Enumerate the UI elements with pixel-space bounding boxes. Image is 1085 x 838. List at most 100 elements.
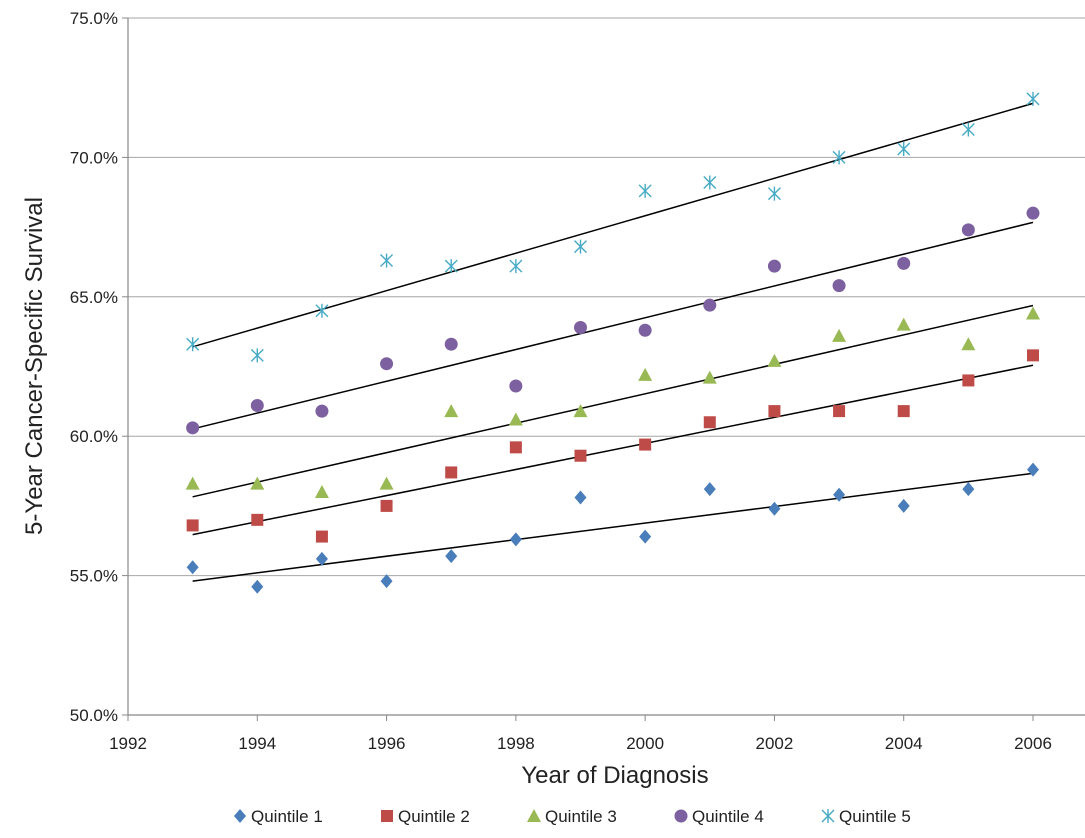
point-quintile-4 xyxy=(574,320,587,334)
point-quintile-4 xyxy=(1026,206,1040,220)
point-quintile-4 xyxy=(444,337,458,351)
legend-label: Quintile 2 xyxy=(398,807,470,826)
point-quintile-1 xyxy=(574,490,587,505)
point-quintile-1 xyxy=(768,501,781,516)
x-tick-label: 2000 xyxy=(626,734,664,753)
point-quintile-4 xyxy=(315,404,329,418)
point-quintile-5 xyxy=(380,253,394,268)
point-quintile-3 xyxy=(961,337,976,351)
legend-label: Quintile 1 xyxy=(251,807,323,826)
trendline-quintile-3 xyxy=(192,304,1034,498)
point-quintile-1 xyxy=(186,560,199,575)
point-quintile-2 xyxy=(251,513,264,526)
point-quintile-2 xyxy=(639,438,652,451)
point-quintile-5 xyxy=(638,183,652,198)
point-quintile-2 xyxy=(833,405,846,418)
legend-marker xyxy=(527,809,541,822)
legend-item-quintile-5: Quintile 5 xyxy=(821,807,911,826)
point-quintile-4 xyxy=(509,379,523,393)
point-quintile-1 xyxy=(251,579,264,594)
point-quintile-4 xyxy=(897,256,911,270)
point-quintile-1 xyxy=(445,549,458,564)
point-quintile-5 xyxy=(444,259,458,274)
point-quintile-2 xyxy=(509,441,522,454)
x-tick-label: 2002 xyxy=(756,734,794,753)
y-tick-label: 60.0% xyxy=(70,427,118,446)
point-quintile-1 xyxy=(509,532,522,547)
point-quintile-2 xyxy=(962,374,975,387)
legend-marker xyxy=(821,809,835,823)
trendline-quintile-2 xyxy=(192,364,1034,536)
legend-item-quintile-3: Quintile 3 xyxy=(527,807,617,826)
legend-label: Quintile 5 xyxy=(839,807,911,826)
point-quintile-3 xyxy=(185,476,200,490)
point-quintile-2 xyxy=(768,405,781,418)
point-quintile-3 xyxy=(702,370,717,384)
x-tick-label: 1994 xyxy=(238,734,276,753)
point-quintile-2 xyxy=(1027,349,1039,362)
point-quintile-3 xyxy=(896,317,911,331)
y-tick-label: 50.0% xyxy=(70,706,118,725)
point-quintile-5 xyxy=(315,303,329,318)
point-quintile-2 xyxy=(897,405,910,418)
point-quintile-1 xyxy=(703,482,716,497)
point-quintile-1 xyxy=(639,529,652,544)
point-quintile-2 xyxy=(315,530,328,543)
x-tick-label: 1998 xyxy=(497,734,535,753)
y-tick-label: 55.0% xyxy=(70,567,118,586)
y-tick-label: 75.0% xyxy=(70,9,118,28)
plot-frame xyxy=(127,18,1085,716)
legend-marker xyxy=(381,810,393,822)
x-tick-labels: 1992 1994 1996 1998 2000 2002 2004 2006 xyxy=(109,734,1052,753)
point-quintile-3 xyxy=(1026,306,1040,320)
legend-label: Quintile 4 xyxy=(692,807,764,826)
gridlines xyxy=(122,17,1085,721)
point-quintile-2 xyxy=(703,416,716,429)
y-tick-label: 65.0% xyxy=(70,288,118,307)
point-quintile-5 xyxy=(961,122,975,137)
point-quintile-3 xyxy=(379,476,394,490)
point-quintile-2 xyxy=(574,449,587,462)
legend-label: Quintile 3 xyxy=(545,807,617,826)
x-tick-label: 1992 xyxy=(109,734,147,753)
legend-item-quintile-2: Quintile 2 xyxy=(381,807,470,826)
x-tick-label: 1996 xyxy=(368,734,406,753)
legend-item-quintile-4: Quintile 4 xyxy=(674,807,764,826)
point-quintile-1 xyxy=(315,551,328,566)
legend-marker xyxy=(234,809,246,823)
point-quintile-5 xyxy=(832,150,846,165)
point-quintile-2 xyxy=(445,466,458,479)
point-quintile-4 xyxy=(638,323,652,337)
trendline-quintile-5 xyxy=(192,102,1034,348)
point-quintile-4 xyxy=(380,357,394,371)
x-axis-title: Year of Diagnosis xyxy=(521,762,708,789)
point-quintile-5 xyxy=(250,348,264,363)
legend-marker xyxy=(674,809,688,823)
point-quintile-5 xyxy=(767,186,781,201)
point-quintile-3 xyxy=(508,412,523,426)
point-quintile-5 xyxy=(703,175,717,190)
y-axis-title: 5-Year Cancer-Specific Survival xyxy=(21,197,48,535)
point-quintile-4 xyxy=(961,223,975,237)
x-tick-label: 2006 xyxy=(1014,734,1052,753)
point-quintile-4 xyxy=(250,399,264,413)
x-tick-label: 2004 xyxy=(885,734,923,753)
point-quintile-3 xyxy=(832,328,847,342)
point-quintile-4 xyxy=(186,421,200,435)
y-tick-labels: 50.0% 55.0% 60.0% 65.0% 70.0% 75.0% xyxy=(70,9,118,725)
point-quintile-5 xyxy=(897,142,911,157)
point-quintile-3 xyxy=(767,353,782,367)
point-quintile-5 xyxy=(1026,91,1040,106)
point-quintile-1 xyxy=(833,487,846,502)
data-points xyxy=(185,91,1040,594)
trendline-quintile-1 xyxy=(192,472,1034,582)
legend-item-quintile-1: Quintile 1 xyxy=(234,807,323,826)
point-quintile-5 xyxy=(509,259,523,274)
point-quintile-3 xyxy=(250,476,265,490)
point-quintile-3 xyxy=(638,367,653,381)
point-quintile-3 xyxy=(444,404,459,418)
trendlines xyxy=(192,102,1034,582)
point-quintile-3 xyxy=(314,484,329,498)
point-quintile-1 xyxy=(962,482,975,497)
